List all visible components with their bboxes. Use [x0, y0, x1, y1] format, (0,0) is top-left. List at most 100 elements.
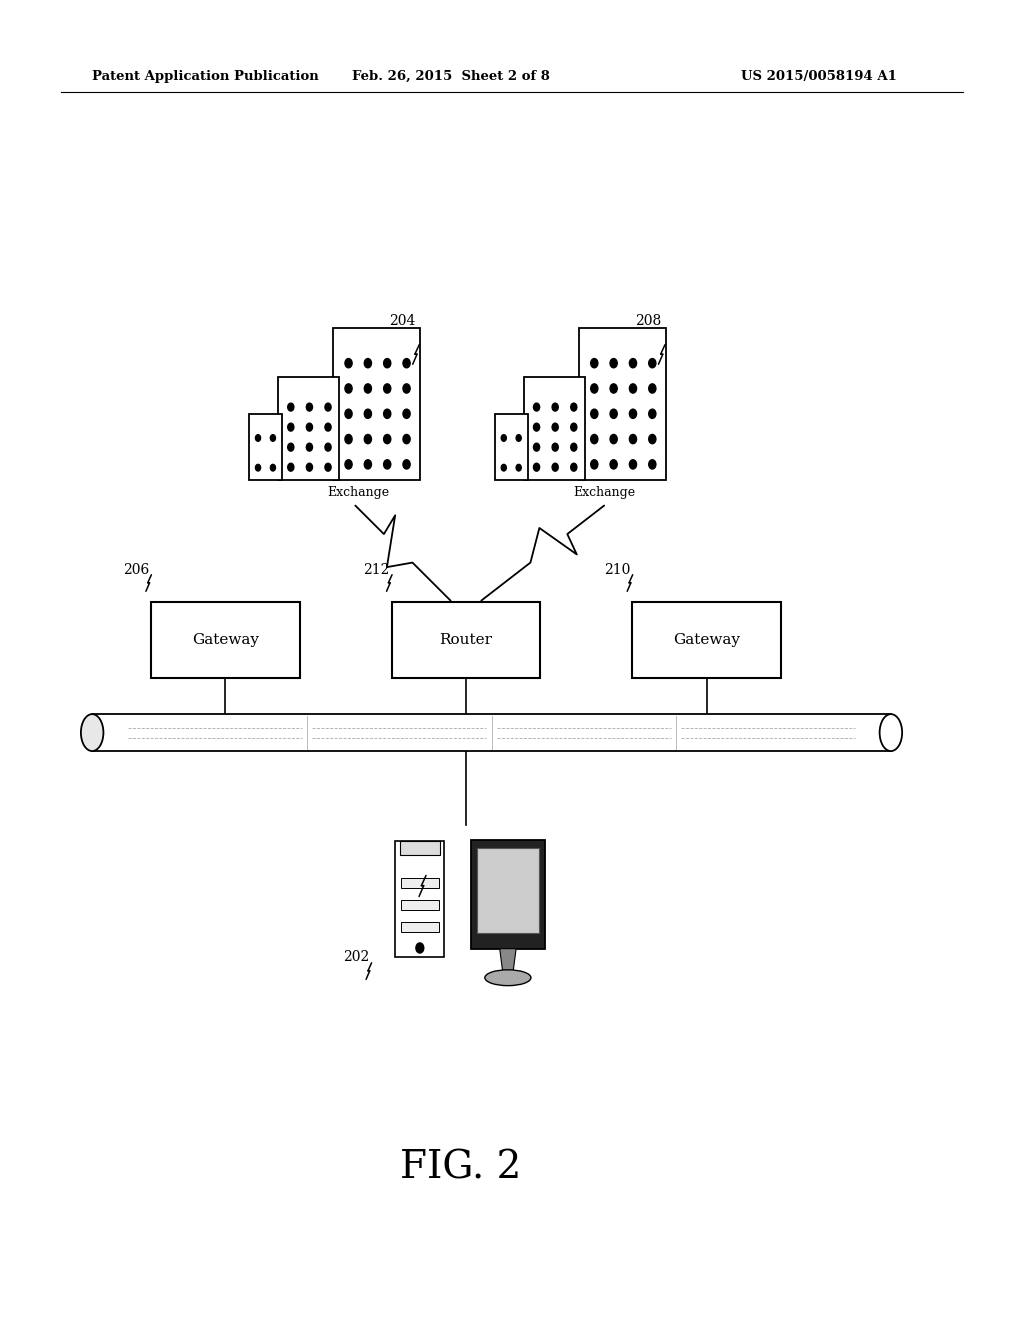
Circle shape [384, 459, 391, 469]
Text: 212: 212 [364, 564, 390, 577]
Circle shape [416, 942, 424, 953]
Text: FIG. 2: FIG. 2 [400, 1150, 521, 1187]
FancyBboxPatch shape [249, 413, 282, 479]
Circle shape [649, 459, 656, 469]
Circle shape [570, 424, 577, 432]
Circle shape [501, 434, 506, 441]
Text: 202: 202 [343, 950, 370, 964]
Circle shape [365, 359, 372, 368]
Circle shape [610, 384, 617, 393]
FancyBboxPatch shape [495, 413, 527, 479]
Circle shape [345, 459, 352, 469]
Ellipse shape [880, 714, 902, 751]
Text: 208: 208 [635, 314, 662, 327]
FancyBboxPatch shape [400, 841, 439, 855]
FancyBboxPatch shape [391, 602, 541, 678]
Circle shape [306, 463, 312, 471]
FancyBboxPatch shape [401, 900, 438, 909]
Text: Exchange: Exchange [328, 486, 389, 499]
Circle shape [552, 444, 558, 451]
FancyBboxPatch shape [395, 841, 444, 957]
FancyBboxPatch shape [471, 841, 545, 949]
Circle shape [384, 434, 391, 444]
Ellipse shape [81, 714, 103, 751]
Circle shape [325, 444, 331, 451]
Circle shape [610, 409, 617, 418]
Circle shape [403, 359, 411, 368]
FancyBboxPatch shape [92, 714, 891, 751]
FancyBboxPatch shape [152, 602, 299, 678]
Circle shape [610, 359, 617, 368]
Circle shape [306, 444, 312, 451]
FancyBboxPatch shape [477, 849, 539, 933]
Polygon shape [500, 949, 516, 973]
Circle shape [649, 384, 656, 393]
Circle shape [403, 409, 411, 418]
Circle shape [306, 403, 312, 411]
Circle shape [365, 459, 372, 469]
Circle shape [630, 384, 637, 393]
Circle shape [288, 463, 294, 471]
Circle shape [384, 409, 391, 418]
Text: US 2015/0058194 A1: US 2015/0058194 A1 [741, 70, 897, 83]
Circle shape [552, 424, 558, 432]
Circle shape [570, 444, 577, 451]
Text: Patent Application Publication: Patent Application Publication [92, 70, 318, 83]
Circle shape [570, 403, 577, 411]
FancyBboxPatch shape [579, 327, 666, 479]
Circle shape [649, 434, 656, 444]
Circle shape [270, 434, 275, 441]
Circle shape [630, 359, 637, 368]
Circle shape [345, 359, 352, 368]
FancyBboxPatch shape [333, 327, 420, 479]
Text: 204: 204 [389, 314, 416, 327]
Circle shape [610, 434, 617, 444]
Circle shape [534, 424, 540, 432]
Circle shape [403, 459, 411, 469]
Text: 210: 210 [604, 564, 631, 577]
Circle shape [288, 424, 294, 432]
Circle shape [534, 463, 540, 471]
Circle shape [306, 424, 312, 432]
Text: Router: Router [439, 634, 493, 647]
Circle shape [630, 459, 637, 469]
FancyBboxPatch shape [523, 376, 585, 479]
Circle shape [591, 434, 598, 444]
Ellipse shape [485, 970, 530, 986]
Circle shape [501, 465, 506, 471]
Text: Exchange: Exchange [573, 486, 635, 499]
Circle shape [365, 384, 372, 393]
Circle shape [384, 359, 391, 368]
Circle shape [345, 384, 352, 393]
Circle shape [365, 434, 372, 444]
FancyBboxPatch shape [401, 923, 438, 932]
Circle shape [255, 434, 260, 441]
Text: 206: 206 [123, 564, 150, 577]
Circle shape [630, 434, 637, 444]
Circle shape [591, 359, 598, 368]
Circle shape [649, 409, 656, 418]
Circle shape [534, 403, 540, 411]
Text: Feb. 26, 2015  Sheet 2 of 8: Feb. 26, 2015 Sheet 2 of 8 [351, 70, 550, 83]
Circle shape [345, 434, 352, 444]
Circle shape [591, 384, 598, 393]
Circle shape [610, 459, 617, 469]
Circle shape [591, 459, 598, 469]
Circle shape [345, 409, 352, 418]
Circle shape [325, 463, 331, 471]
Circle shape [403, 434, 411, 444]
Circle shape [552, 403, 558, 411]
Circle shape [630, 409, 637, 418]
Circle shape [552, 463, 558, 471]
Circle shape [516, 465, 521, 471]
FancyBboxPatch shape [278, 376, 339, 479]
Circle shape [325, 403, 331, 411]
Circle shape [384, 384, 391, 393]
Circle shape [534, 444, 540, 451]
Circle shape [288, 444, 294, 451]
Circle shape [255, 465, 260, 471]
Circle shape [403, 384, 411, 393]
Circle shape [591, 409, 598, 418]
Circle shape [365, 409, 372, 418]
Circle shape [649, 359, 656, 368]
